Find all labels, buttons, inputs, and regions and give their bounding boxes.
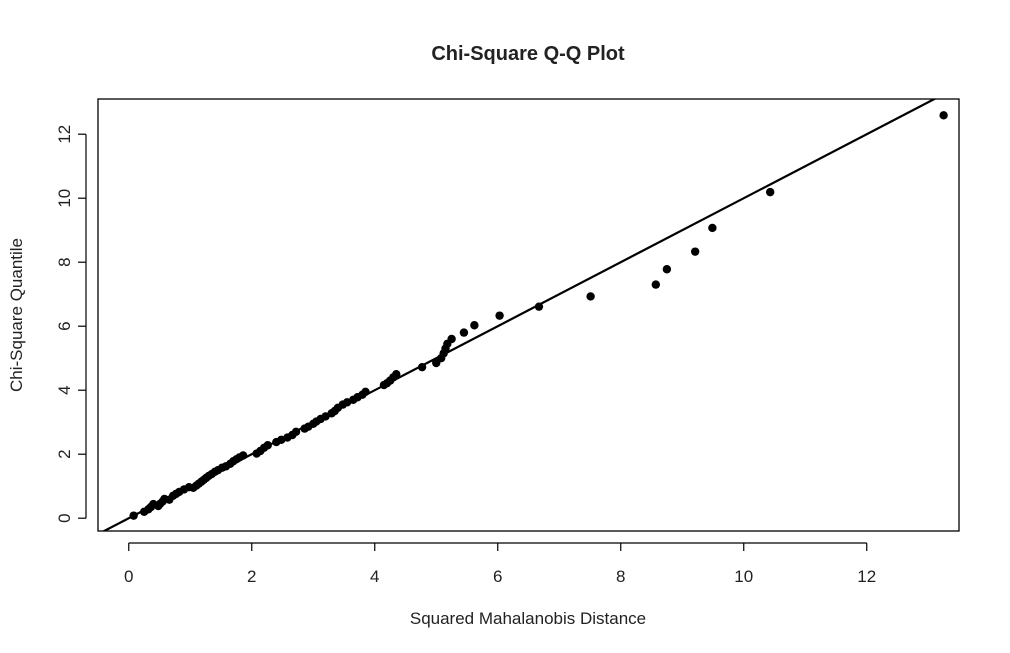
x-tick-label: 6 xyxy=(493,567,502,586)
y-tick-label: 4 xyxy=(55,385,74,394)
x-tick-label: 2 xyxy=(247,567,256,586)
y-tick-label: 10 xyxy=(55,189,74,208)
data-point xyxy=(708,223,717,233)
data-point xyxy=(470,321,479,330)
y-tick-label: 2 xyxy=(55,449,74,458)
x-tick-label: 0 xyxy=(124,567,133,586)
y-tick-label: 0 xyxy=(55,513,74,522)
data-point xyxy=(765,187,775,197)
y-axis-label: Chi-Square Quantile xyxy=(7,238,26,392)
data-point xyxy=(586,292,595,301)
data-point xyxy=(459,328,469,337)
data-point xyxy=(534,302,544,311)
data-point xyxy=(361,387,370,396)
y-tick-label: 8 xyxy=(55,257,74,266)
data-point xyxy=(662,265,672,274)
y-tick-label: 6 xyxy=(55,321,74,330)
x-tick-label: 10 xyxy=(734,567,753,586)
plot-frame xyxy=(97,98,960,532)
x-tick-label: 4 xyxy=(370,567,379,586)
data-point xyxy=(263,441,272,450)
data-point xyxy=(291,427,301,436)
x-tick-label: 8 xyxy=(616,567,625,586)
data-point xyxy=(690,247,700,256)
x-tick-label: 12 xyxy=(857,567,876,586)
y-tick-label: 12 xyxy=(55,125,74,144)
data-point xyxy=(495,311,504,320)
data-point xyxy=(447,334,456,344)
chart-title: Chi-Square Q-Q Plot xyxy=(431,43,625,65)
data-point xyxy=(129,511,138,520)
data-point xyxy=(238,451,248,460)
data-point xyxy=(417,362,427,372)
data-point xyxy=(392,370,401,379)
x-axis-label: Squared Mahalanobis Distance xyxy=(410,609,646,628)
data-point xyxy=(939,111,948,120)
data-point xyxy=(651,280,661,289)
